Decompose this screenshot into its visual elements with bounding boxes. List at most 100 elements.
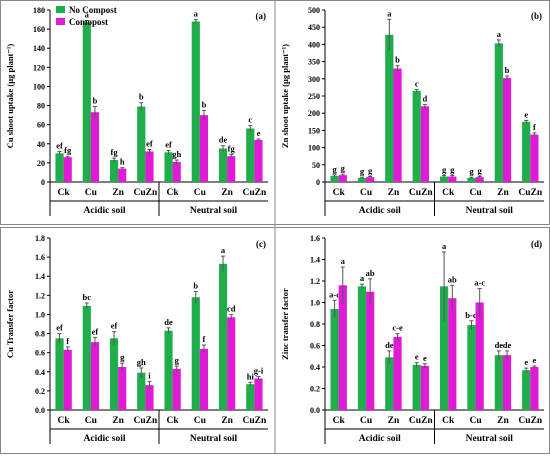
category-label: Ck	[167, 188, 180, 198]
bar-no-compost	[467, 325, 476, 410]
significance-letter: fg	[64, 145, 72, 155]
significance-letter: g	[120, 352, 125, 362]
y-tick-label: 0.2	[35, 387, 45, 396]
category-label: Cu	[85, 416, 98, 426]
significance-letter: a	[85, 10, 90, 20]
significance-letter: ef	[92, 326, 99, 336]
y-tick-label: 0	[316, 178, 320, 187]
significance-letter: gh	[172, 149, 181, 159]
category-label: CuZn	[518, 416, 542, 426]
significance-letter: cd	[227, 303, 236, 313]
significance-letter: gh	[137, 357, 146, 367]
y-tick-label: 350	[308, 58, 320, 67]
legend-swatch	[56, 6, 65, 13]
significance-letter: g	[469, 166, 474, 176]
significance-letter: b	[395, 55, 400, 65]
significance-letter: ef	[111, 321, 118, 331]
category-label: Cu	[85, 188, 98, 198]
category-label: Ck	[58, 188, 71, 198]
y-tick-label: 0.0	[35, 406, 45, 415]
category-label: Ck	[167, 416, 180, 426]
y-tick-label: 0.4	[310, 363, 320, 372]
soil-group-label: Neutral soil	[466, 434, 514, 444]
y-tick-label: 500	[308, 6, 320, 15]
soil-group-label: Acidic soil	[359, 434, 401, 444]
bar-no-compost	[218, 263, 228, 410]
bar-no-compost	[218, 148, 228, 182]
significance-letter: d	[423, 94, 428, 104]
category-label: Cu	[360, 416, 373, 426]
significance-letter: ef	[56, 140, 63, 150]
category-label: Ck	[442, 188, 455, 198]
y-tick-label: 300	[308, 75, 320, 84]
bar-comopost	[227, 156, 236, 182]
bar-no-compost	[412, 90, 421, 182]
bar-no-compost	[191, 21, 200, 182]
significance-letter: a-c	[474, 278, 485, 288]
chart-panel-c: 0.0 0.2 0.4 0.6 0.8 1.0 1.2 1.4 1.6 1.8 Cu Transfe…	[5, 234, 268, 444]
y-tick-label: 60	[37, 121, 45, 130]
significance-letter: a	[194, 9, 199, 19]
bar-no-compost	[109, 338, 119, 410]
bar-comopost	[338, 175, 347, 182]
soil-group-label: Neutral soil	[466, 206, 514, 216]
bar-comopost	[420, 365, 430, 410]
soil-group-label: Neutral soil	[190, 206, 238, 216]
y-tick-label: 0.6	[310, 342, 320, 351]
significance-letter: e	[524, 357, 528, 367]
bar-comopost	[63, 157, 72, 182]
significance-letter: hi	[247, 371, 255, 381]
y-tick-label: 1.6	[35, 253, 45, 262]
y-tick-label: 0.2	[310, 385, 320, 394]
significance-letter: de	[164, 317, 173, 327]
y-tick-label: 1.8	[35, 234, 45, 243]
panel-label: (d)	[531, 239, 542, 249]
y-tick-label: 0	[41, 178, 45, 187]
y-tick-label: 0.8	[310, 320, 320, 329]
y-axis-label: Zinc transfer factor	[280, 288, 290, 360]
significance-letter: c	[415, 78, 419, 88]
y-tick-label: 50	[312, 161, 320, 170]
bar-comopost	[118, 367, 127, 410]
bar-comopost	[145, 385, 154, 410]
y-tick-label: 0.6	[35, 349, 45, 358]
significance-letter: a	[360, 273, 365, 283]
bar-no-compost	[494, 43, 503, 183]
significance-letter: g	[442, 164, 447, 174]
significance-letter: g	[450, 164, 455, 174]
panel-label: (a)	[256, 11, 267, 21]
significance-letter: g	[478, 165, 483, 175]
significance-letter: a	[497, 29, 502, 39]
bar-no-compost	[494, 355, 503, 410]
y-tick-label: 0.8	[35, 330, 45, 339]
significance-letter: b	[93, 96, 98, 106]
y-tick-label: 160	[33, 25, 45, 34]
significance-letter: g	[368, 165, 373, 175]
bar-comopost	[199, 348, 209, 410]
category-label: Cu	[360, 188, 373, 198]
y-tick-label: 1.6	[310, 234, 320, 243]
significance-letter: ef	[146, 139, 153, 149]
bar-no-compost	[385, 34, 394, 182]
panel-label: (c)	[256, 239, 266, 249]
significance-letter: ef	[56, 323, 63, 333]
bar-comopost	[254, 378, 263, 410]
bar-no-compost	[522, 370, 531, 410]
significance-letter: a-c	[329, 289, 340, 299]
category-label: Zn	[221, 188, 233, 198]
significance-letter: g	[175, 355, 180, 365]
bar-no-compost	[330, 175, 339, 182]
y-tick-label: 1.0	[310, 299, 320, 308]
bar-no-compost	[246, 128, 255, 182]
category-label: CuZn	[242, 416, 266, 426]
significance-letter: de	[219, 135, 228, 145]
significance-letter: bc	[83, 292, 92, 302]
category-label: Cu	[194, 416, 207, 426]
category-label: CuZn	[133, 188, 157, 198]
legend-label: Comopost	[69, 17, 108, 27]
category-label: Cu	[469, 188, 482, 198]
bar-comopost	[172, 161, 181, 182]
y-tick-label: 1.2	[310, 277, 320, 286]
significance-letter: b	[193, 281, 198, 291]
bar-no-compost	[191, 297, 200, 410]
